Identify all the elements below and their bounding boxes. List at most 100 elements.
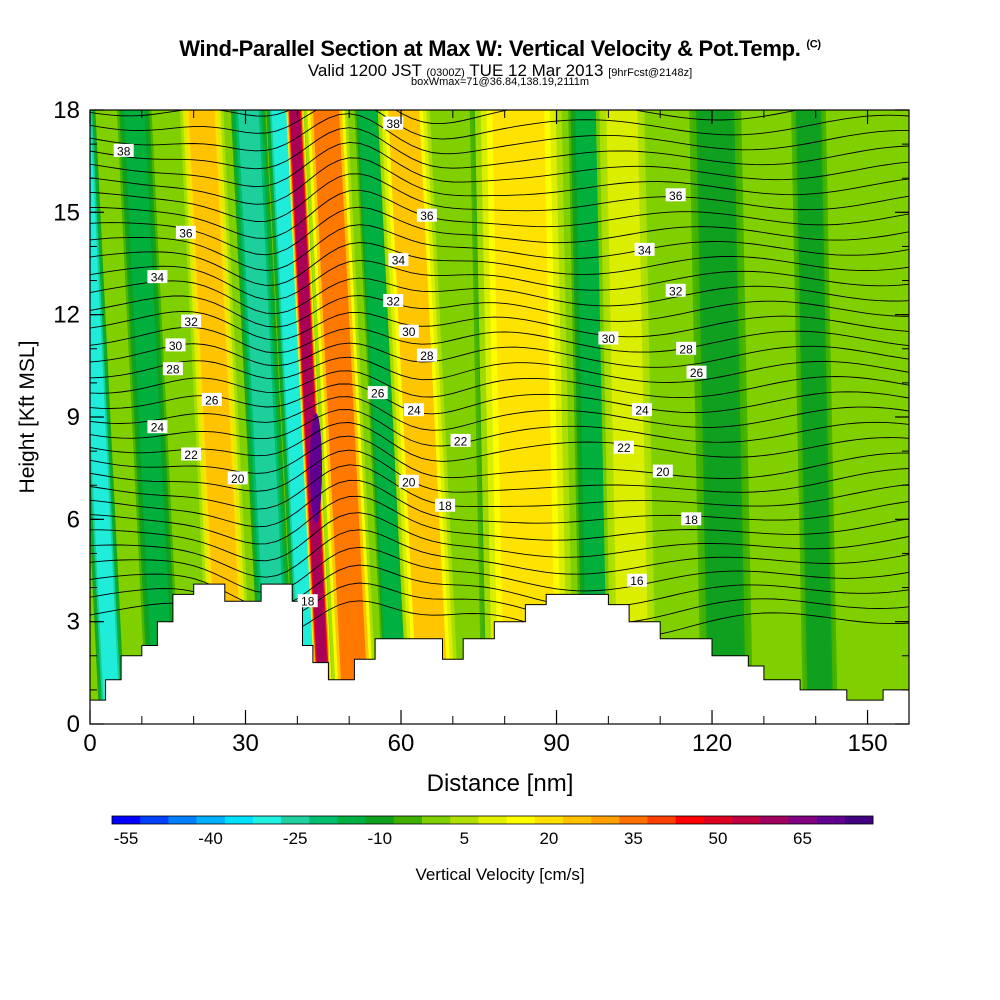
y-tick-label: 9: [67, 404, 80, 431]
velocity-band: [266, 110, 323, 724]
colorbar-tick-label: -25: [283, 829, 308, 848]
chart-subtitle: Valid 1200 JST (0300Z) TUE 12 Mar 2013 […: [0, 61, 1000, 81]
title-text: Wind-Parallel Section at Max W: Vertical…: [179, 36, 801, 61]
svg-text:36: 36: [420, 209, 434, 223]
x-axis-label: Distance [nm]: [427, 770, 574, 797]
isentrope-line: [90, 512, 909, 562]
isentrope-label: 30: [598, 331, 619, 346]
svg-text:28: 28: [166, 363, 180, 377]
colorbar-tick-label: 20: [539, 829, 558, 848]
isentrope-line: [90, 464, 909, 510]
colorbar-swatch: [732, 816, 761, 824]
svg-text:28: 28: [420, 349, 434, 363]
terrain-profile: [89, 583, 910, 725]
isentrope-line: [90, 157, 909, 205]
isentrope-line: [90, 479, 909, 528]
isentrope-label: 24: [147, 420, 168, 435]
svg-text:18: 18: [301, 595, 315, 609]
isentrope-line: [90, 435, 909, 479]
isentrope-line: [90, 495, 909, 545]
valid-utc: (0300Z): [426, 67, 465, 79]
colorbar-swatch: [788, 816, 817, 824]
colorbar-swatch: [309, 816, 338, 824]
svg-text:28: 28: [679, 342, 693, 356]
isentrope-label: 20: [227, 471, 248, 486]
isentrope-label: 38: [113, 143, 134, 158]
isentrope-line: [90, 529, 909, 578]
y-axis-label: Height [Kft MSL]: [16, 341, 39, 494]
colorbar-swatch: [450, 816, 479, 824]
colorbar-label: Vertical Velocity [cm/s]: [415, 865, 584, 884]
colorbar-tick-label: 65: [793, 829, 812, 848]
svg-text:24: 24: [407, 404, 421, 418]
svg-text:34: 34: [151, 271, 165, 285]
isentrope-label: 36: [416, 208, 437, 223]
colorbar-swatch: [506, 816, 536, 824]
velocity-band: [304, 110, 378, 724]
colorbar-swatch: [647, 816, 677, 824]
isentrope-line: [90, 383, 909, 415]
svg-text:20: 20: [402, 475, 416, 489]
isentrope-line: [90, 310, 909, 341]
isentrope-label: 22: [181, 447, 202, 462]
velocity-band: [179, 110, 254, 724]
colorbar-swatch: [478, 816, 507, 824]
isentrope-label: 32: [181, 314, 202, 329]
isentrope-label: 38: [383, 116, 404, 131]
isentrope-label: 34: [147, 270, 168, 285]
isentrope-line: [90, 259, 909, 301]
isentrope-contours: [90, 110, 909, 641]
x-tick-label: 30: [232, 730, 259, 757]
colorbar-tick-label: 5: [460, 829, 469, 848]
isentrope-label: 22: [613, 440, 634, 455]
isentrope-label: 18: [681, 512, 702, 527]
updraft-core: [310, 413, 323, 524]
svg-text:18: 18: [438, 499, 452, 513]
isentrope-label: 30: [398, 324, 419, 339]
isentrope-line: [90, 224, 909, 271]
isentrope-line: [90, 141, 909, 188]
isentrope-label: 24: [404, 403, 424, 418]
colorbar-swatch: [337, 816, 366, 824]
isentrope-label: 28: [676, 341, 697, 356]
colorbar-tick-label: -40: [198, 829, 223, 848]
velocity-band: [791, 110, 838, 724]
colorbar-tick-label: 35: [624, 829, 643, 848]
colorbar-swatch: [112, 816, 141, 824]
y-tick-label: 12: [53, 302, 80, 329]
colorbar-swatch: [619, 816, 648, 824]
colorbar-frame: [111, 815, 874, 825]
svg-text:24: 24: [151, 421, 165, 435]
velocity-band: [354, 110, 411, 724]
y-tick-label: 18: [53, 97, 80, 124]
y-tick-label: 15: [53, 199, 80, 226]
colorbar-swatch: [844, 816, 874, 824]
colorbar-swatch: [422, 816, 451, 824]
svg-text:26: 26: [205, 393, 219, 407]
colorbar-swatch: [196, 816, 226, 824]
svg-text:38: 38: [387, 117, 401, 131]
colorbar-tick-label: 50: [709, 829, 728, 848]
isentrope-label: 32: [665, 283, 686, 298]
valid-date: TUE 12 Mar 2013: [469, 61, 604, 80]
isentrope-line: [90, 110, 800, 125]
colorbar-tick-label: -55: [114, 829, 139, 848]
svg-text:34: 34: [392, 254, 406, 268]
colorbar-swatch: [703, 816, 733, 824]
isentrope-line: [90, 342, 909, 368]
isentrope-label: 28: [416, 348, 437, 363]
svg-text:36: 36: [669, 189, 683, 203]
colorbar-swatch: [675, 816, 705, 824]
isentrope-line: [90, 173, 909, 222]
isentrope-line: [90, 370, 909, 399]
isentrope-label: 16: [626, 573, 647, 588]
isentrope-line: [90, 422, 909, 462]
isentrope-line: [90, 356, 909, 383]
isentrope-label: 34: [388, 253, 409, 268]
isentrope-line: [90, 127, 909, 170]
chart-title: Wind-Parallel Section at Max W: Vertical…: [0, 36, 1000, 62]
colorbar-swatch: [281, 816, 310, 824]
x-tick-label: 90: [543, 730, 570, 757]
